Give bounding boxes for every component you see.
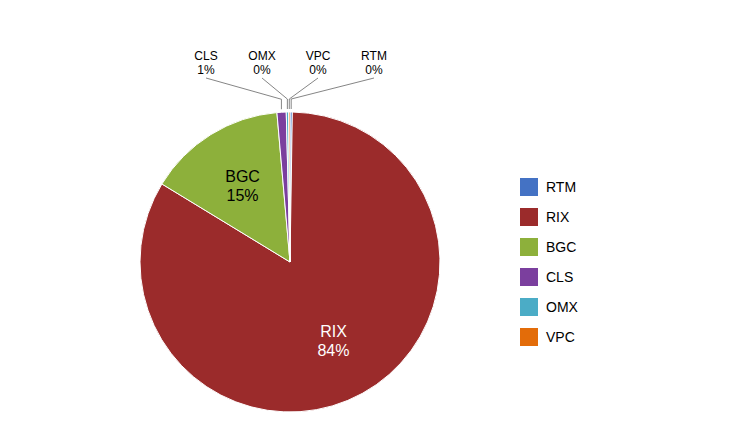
label-category: CLS [194, 49, 217, 63]
legend-item: RTM [520, 178, 576, 196]
data-label: OMX0% [248, 49, 275, 77]
legend-swatch [520, 208, 538, 226]
legend: RTM RIX BGC CLS OMX VPC [520, 178, 579, 346]
data-labels: RIX84%BGC15%CLS1%OMX0%VPC0%RTM0% [194, 49, 387, 359]
label-category: RTM [361, 49, 387, 63]
pie-slice [286, 112, 290, 262]
label-category: VPC [306, 49, 331, 63]
label-value: 0% [253, 63, 271, 77]
label-value: 84% [317, 342, 349, 359]
pie-slice [277, 112, 290, 262]
label-value: 1% [197, 63, 215, 77]
leader-line [206, 78, 281, 109]
label-value: 15% [227, 187, 259, 204]
pie-slice [289, 112, 290, 262]
legend-swatch [520, 268, 538, 286]
legend-swatch [520, 298, 538, 316]
chart: RIX84%BGC15%CLS1%OMX0%VPC0%RTM0%RTMRIXBG… [0, 0, 741, 436]
legend-item: CLS [520, 268, 573, 286]
data-label: CLS1% [194, 49, 217, 77]
legend-item: VPC [520, 328, 575, 346]
leader-line [262, 78, 287, 109]
legend-label: VPC [546, 329, 575, 345]
legend-label: CLS [546, 269, 573, 285]
label-value: 0% [309, 63, 327, 77]
legend-swatch [520, 178, 538, 196]
data-label: RIX 84% [317, 323, 349, 359]
data-label: VPC0% [306, 49, 331, 77]
label-category: OMX [248, 49, 275, 63]
legend-label: RIX [546, 209, 570, 225]
legend-item: OMX [520, 298, 579, 316]
pie-slice [162, 113, 290, 262]
legend-swatch [520, 328, 538, 346]
legend-label: OMX [546, 299, 579, 315]
legend-item: BGC [520, 238, 576, 256]
legend-swatch [520, 238, 538, 256]
data-label: BGC 15% [225, 168, 260, 204]
pie [140, 112, 440, 412]
label-category: BGC [225, 168, 260, 185]
label-category: RIX [320, 323, 347, 340]
data-label: RTM0% [361, 49, 387, 77]
legend-label: BGC [546, 239, 576, 255]
legend-label: RTM [546, 179, 576, 195]
label-value: 0% [365, 63, 383, 77]
pie-slice [140, 112, 440, 412]
leader-line [291, 78, 374, 109]
legend-item: RIX [520, 208, 570, 226]
